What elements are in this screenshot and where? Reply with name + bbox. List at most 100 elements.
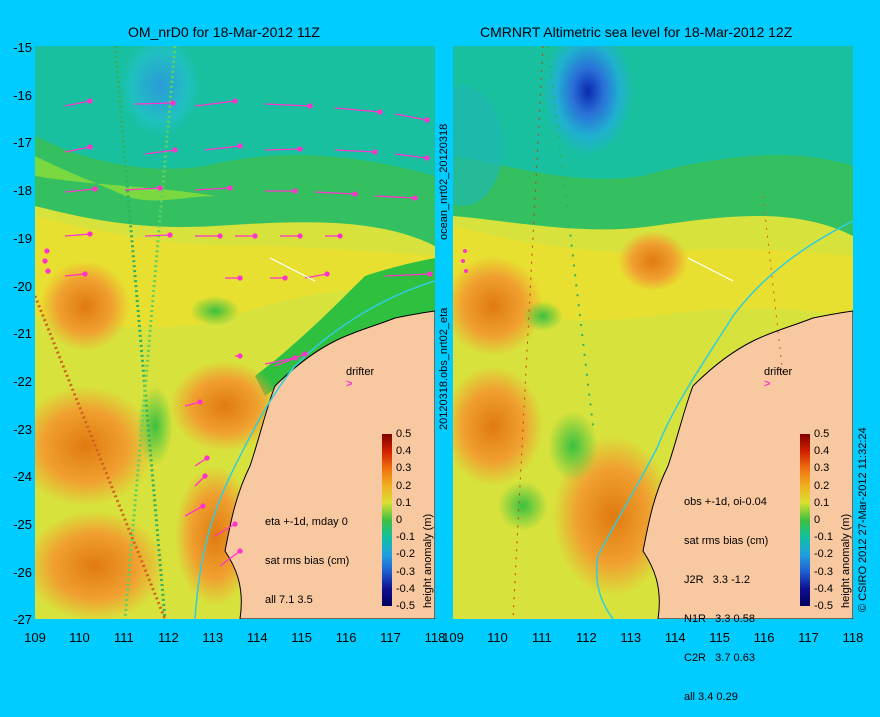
right-drifter-text: drifter (764, 366, 793, 378)
left-colorbar-tick: 0.4 (396, 445, 412, 458)
left-sat-track-1 (113, 46, 167, 619)
left-colorbar-tick: -0.5 (396, 600, 415, 612)
right-side-run-label: 20120318.obs_nrt02_eta (438, 307, 450, 430)
latitude-tick: -19 (13, 230, 32, 246)
left-colorbar-tick: -0.4 (396, 582, 415, 595)
left-blue-core (120, 46, 200, 136)
right-orange-n (618, 231, 688, 291)
right-green-eddy-2 (498, 481, 548, 531)
right-longitude-tick: 117 (798, 630, 819, 645)
right-current-line (595, 220, 853, 619)
left-longitude-tick: 114 (246, 630, 268, 645)
copyright-label: © CSIRO 2012 27-Mar-2012 11:32:24 (857, 427, 869, 612)
right-colorbar-tick: 0.3 (814, 462, 830, 475)
left-longitude-tick: 109 (24, 630, 46, 645)
right-colorbar-tick: -0.3 (814, 565, 833, 578)
left-stat-line: eta +-1d, mday 0 (265, 516, 348, 528)
left-map-title: OM_nrD0 for 18-Mar-2012 11Z (128, 24, 320, 40)
left-colorbar-tick: 0.3 (396, 462, 412, 475)
right-stat-line: J2R 3.3 -1.2 (684, 574, 751, 586)
left-drifter-text: drifter (346, 366, 375, 378)
left-longitude-tick: 115 (291, 630, 313, 645)
left-colorbar-tick: -0.3 (396, 565, 415, 578)
right-stat-line: N1R 3.3 0.58 (684, 613, 755, 625)
right-colorbar-tick: -0.2 (814, 548, 833, 561)
left-longitude-tick: 110 (69, 630, 90, 645)
latitude-tick: -21 (13, 326, 32, 342)
latitude-tick: -16 (13, 87, 32, 103)
latitude-tick: -27 (13, 612, 32, 628)
left-longitude-tick: 112 (157, 630, 179, 645)
left-drifter-track (269, 257, 316, 282)
right-longitude-tick: 113 (620, 630, 642, 645)
right-map-panel (453, 46, 853, 619)
latitude-tick: -20 (13, 278, 32, 294)
latitude-tick: -18 (13, 183, 32, 199)
right-stat-line: sat rms bias (cm) (684, 535, 769, 547)
left-side-run-label: ocean_nrt02_20120318 (438, 123, 450, 240)
left-stat-line: all 7.1 3.5 (265, 594, 313, 606)
right-colorbar-tick: 0.1 (814, 496, 830, 509)
right-stat-line: obs +-1d, oi-0.04 (684, 496, 767, 508)
right-green-eddy-1 (548, 411, 598, 481)
left-colorbar-tick: -0.2 (396, 548, 415, 561)
right-teal-west (453, 86, 503, 206)
right-longitude-tick: 111 (531, 630, 552, 645)
right-colorbar-tick: -0.5 (814, 600, 833, 612)
right-longitude-tick: 114 (664, 630, 686, 645)
right-stat-line: all 3.4 0.29 (684, 691, 738, 703)
right-colorbar-tick: -0.4 (814, 582, 833, 595)
left-current-line (194, 280, 435, 619)
right-orange-nw (453, 256, 543, 356)
right-map-svg (453, 46, 853, 619)
left-map-svg (35, 46, 435, 619)
right-longitude-tick: 116 (753, 630, 775, 645)
right-orange-w (453, 366, 543, 486)
left-mid-yellow (35, 216, 435, 328)
right-longitude-tick: 109 (442, 630, 464, 645)
right-longitude-tick: 118 (842, 630, 864, 645)
left-green-eddy-2 (190, 296, 240, 326)
right-blue-low (543, 46, 633, 156)
right-green-eddy-3 (523, 301, 563, 331)
left-longitude-tick: 116 (335, 630, 357, 645)
right-colorbar-tick: 0.4 (814, 445, 830, 458)
right-drifter-arrow-icon: > (764, 378, 771, 390)
right-map-title: CMRNRT Altimetric sea level for 18-Mar-2… (480, 24, 793, 40)
left-longitude-tick: 117 (380, 630, 401, 645)
left-colorbar-tick: 0.1 (396, 496, 412, 509)
right-colorbar (800, 434, 810, 606)
latitude-tick: -23 (13, 421, 32, 437)
left-velocity-vectors (42, 98, 433, 567)
latitude-tick: -15 (13, 40, 32, 55)
left-drifter-label: drifter > (346, 366, 374, 390)
left-orange-center (170, 361, 280, 451)
left-colorbar (382, 434, 392, 606)
left-colorbar-tick: -0.1 (396, 531, 415, 544)
right-stat-line: C2R 3.7 0.63 (684, 652, 755, 664)
latitude-tick: -17 (13, 135, 32, 151)
left-longitude-tick: 111 (113, 630, 134, 645)
left-sat-track-2 (123, 46, 177, 619)
right-drifter-dots (461, 249, 468, 273)
left-stat-line: sat rms bias (cm) (265, 555, 350, 567)
left-colorbar-tick: 0.2 (396, 479, 412, 492)
right-longitude-tick: 115 (709, 630, 731, 645)
left-colorbar-tick: 0.5 (396, 428, 412, 440)
latitude-tick: -22 (13, 373, 32, 389)
left-stats: eta +-1d, mday 0 sat rms bias (cm) all 7… (265, 490, 349, 620)
right-colorbar-title: height anomaly (m) (840, 513, 852, 608)
right-colorbar-tick: 0.2 (814, 479, 830, 492)
right-colorbar-tick: 0.5 (814, 428, 830, 440)
left-green-streak (35, 156, 215, 201)
right-sat-track-2 (547, 46, 594, 427)
left-colorbar-title: height anomaly (m) (422, 513, 434, 608)
right-longitude-tick: 110 (487, 630, 508, 645)
left-colorbar-tick: 0 (396, 514, 403, 526)
right-drifter-track (687, 257, 734, 282)
left-orange-nw (40, 261, 130, 351)
left-map-panel (35, 46, 435, 619)
left-longitude-tick: 118 (424, 630, 446, 645)
latitude-tick: -24 (13, 469, 32, 485)
right-longitude-tick: 112 (575, 630, 597, 645)
